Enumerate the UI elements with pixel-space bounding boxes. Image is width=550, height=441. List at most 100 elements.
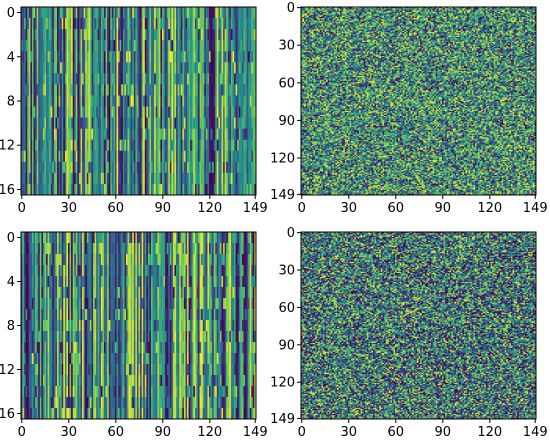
heatmap-cell: [237, 40, 240, 52]
heatmap-cell: [210, 73, 213, 85]
heatmap-cell: [68, 106, 70, 118]
heatmap-cell: [210, 29, 213, 41]
heatmap-cell: [61, 106, 64, 118]
heatmap-cell: [55, 106, 58, 118]
heatmap-cell: [183, 73, 186, 85]
heatmap-cell: [204, 106, 207, 118]
heatmap-cell: [122, 106, 125, 118]
heatmap-cell: [162, 62, 164, 74]
heatmap-cell: [224, 84, 227, 96]
heatmap-cell: [196, 95, 199, 107]
heatmap-cell: [157, 7, 160, 19]
heatmap-cell: [44, 117, 47, 129]
heatmap-cell: [252, 117, 255, 129]
heatmap-cell: [158, 29, 161, 41]
heatmap-cell: [249, 73, 252, 85]
heatmap-cell: [188, 62, 191, 74]
heatmap-cell: [129, 18, 132, 30]
heatmap-cell: [49, 18, 52, 30]
heatmap-cell: [218, 40, 221, 52]
heatmap-cell: [157, 117, 160, 129]
heatmap-cell: [58, 7, 61, 19]
heatmap-cell: [179, 117, 182, 129]
heatmap-cell: [149, 29, 152, 41]
heatmap-cell: [104, 40, 106, 52]
heatmap-cell: [78, 51, 81, 63]
heatmap-cell: [28, 95, 31, 107]
heatmap-cell: [71, 128, 74, 141]
heatmap-cell: [254, 62, 257, 74]
heatmap-cell: [100, 84, 103, 96]
heatmap-cell: [243, 73, 246, 85]
heatmap-cell: [72, 73, 75, 85]
heatmap-cell: [160, 106, 163, 118]
heatmap-cell: [158, 18, 161, 30]
heatmap-cell: [180, 29, 183, 41]
heatmap-cell: [107, 117, 110, 129]
heatmap-cell: [44, 40, 47, 52]
heatmap-cell: [135, 95, 138, 107]
heatmap-cell: [89, 117, 92, 129]
heatmap-cell: [251, 117, 254, 129]
heatmap-cell: [116, 128, 119, 141]
heatmap-cell: [251, 51, 254, 63]
heatmap-cell: [42, 62, 45, 74]
heatmap-cell: [136, 62, 139, 74]
heatmap-cell: [72, 40, 75, 52]
heatmap-cell: [115, 117, 117, 129]
heatmap-cell: [196, 18, 199, 30]
heatmap-cell: [168, 18, 171, 30]
heatmap-cell: [183, 18, 186, 30]
heatmap-cell: [55, 7, 58, 19]
heatmap-cell: [210, 95, 213, 107]
heatmap-cell: [162, 106, 164, 118]
heatmap-cell: [135, 73, 138, 85]
heatmap-cell: [141, 18, 144, 30]
heatmap-cell: [204, 40, 207, 52]
heatmap-cell: [188, 40, 191, 52]
heatmap-cell: [158, 117, 161, 129]
heatmap-cell: [152, 40, 155, 52]
heatmap-cell: [254, 117, 257, 129]
heatmap-cell: [44, 84, 47, 96]
heatmap-cell: [232, 18, 235, 30]
heatmap-cell: [188, 29, 191, 41]
heatmap-cell: [174, 29, 177, 41]
heatmap-cell: [107, 95, 110, 107]
heatmap-cell: [141, 51, 144, 63]
heatmap-cell: [89, 40, 92, 52]
heatmap-cell: [202, 40, 205, 52]
heatmap-cell: [246, 7, 249, 19]
heatmap-cell: [169, 62, 172, 74]
heatmap-cell: [152, 117, 155, 129]
heatmap-cell: [202, 73, 205, 85]
heatmap-cell: [248, 62, 251, 74]
heatmap-cell: [47, 117, 50, 129]
heatmap-cell: [132, 73, 135, 85]
heatmap-cell: [46, 18, 48, 30]
heatmap-cell: [144, 95, 147, 107]
heatmap-cell: [69, 117, 72, 129]
heatmap-cell: [66, 29, 69, 41]
heatmap-cell: [64, 62, 67, 74]
heatmap-cell: [94, 29, 97, 41]
heatmap-cell: [230, 40, 233, 52]
heatmap-cell: [41, 95, 44, 107]
heatmap-cell: [125, 40, 128, 52]
heatmap-cell: [111, 106, 114, 118]
heatmap-cell: [127, 62, 130, 74]
heatmap-cell: [31, 73, 34, 85]
heatmap-cell: [82, 7, 85, 19]
heatmap-cell: [97, 40, 100, 52]
heatmap-cell: [86, 117, 89, 129]
x-tick-label: 90: [155, 201, 172, 216]
heatmap-cell: [246, 117, 249, 129]
heatmap-cell: [78, 18, 81, 30]
heatmap-cell: [188, 95, 191, 107]
heatmap-cell: [63, 95, 66, 107]
heatmap-cell: [104, 84, 106, 96]
heatmap-cell: [39, 62, 42, 74]
heatmap-cell: [24, 51, 27, 63]
heatmap-cell: [149, 51, 152, 63]
heatmap-cell: [78, 84, 81, 96]
